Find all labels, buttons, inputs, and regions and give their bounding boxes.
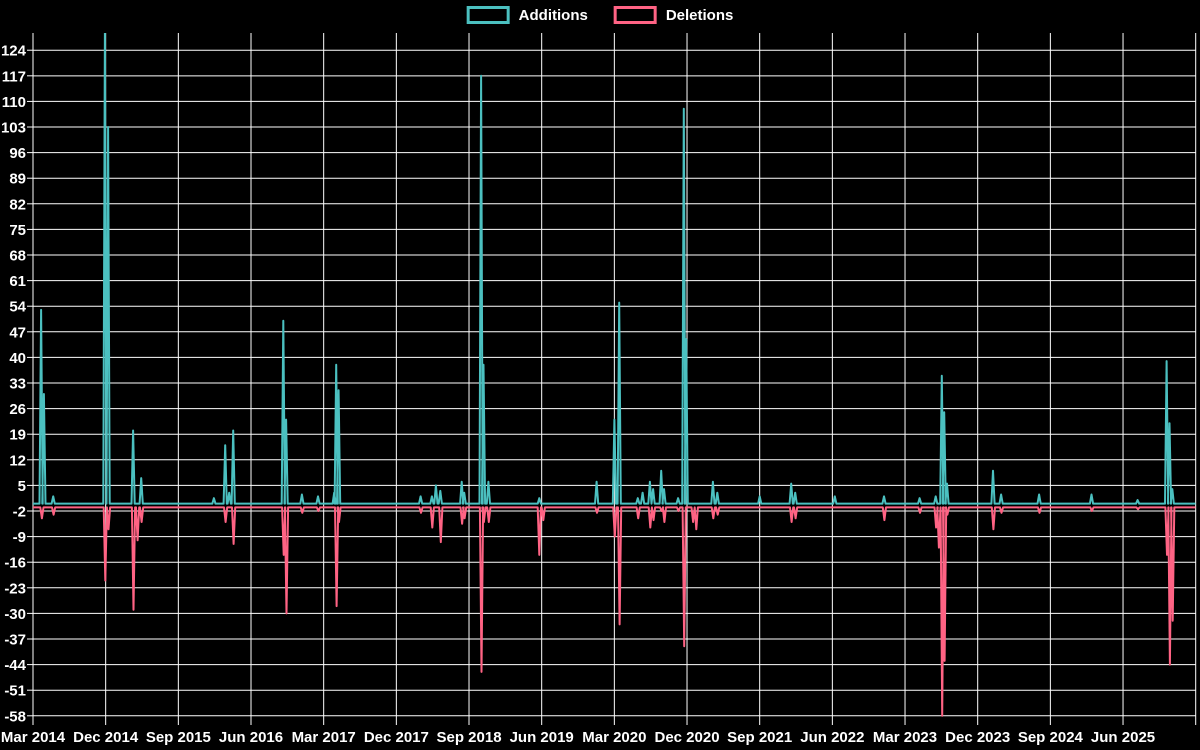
x-axis-tick-label: Sep 2015 [146,729,211,746]
y-axis-tick-label: -51 [4,683,26,700]
x-axis-tick-label: Sep 2018 [436,729,501,746]
y-axis-tick-label: 26 [9,401,26,418]
legend-swatch-additions-icon [466,6,510,24]
x-axis-tick-label: Mar 2020 [582,729,646,746]
x-axis-tick-label: Sep 2024 [1018,729,1084,746]
y-axis-tick-label: 75 [9,222,26,239]
y-axis-tick-label: 33 [9,376,26,393]
x-axis-tick-label: Mar 2014 [1,729,66,746]
x-axis-tick-label: Jun 2025 [1091,729,1155,746]
y-axis-tick-label: -58 [4,708,26,725]
y-axis-tick-label: 82 [9,196,26,213]
x-axis-tick-label: Mar 2017 [292,729,356,746]
y-axis-tick-label: -2 [13,504,26,521]
x-axis-tick-label: Dec 2023 [945,729,1010,746]
y-axis-tick-label: -44 [4,657,26,674]
x-axis-tick-label: Sep 2021 [727,729,792,746]
y-axis-tick-label: -16 [4,555,26,572]
legend-item-deletions[interactable]: Deletions [613,6,734,24]
y-axis-tick-label: 117 [2,68,26,85]
y-axis-tick-label: 96 [9,145,26,162]
x-axis-tick-label: Mar 2023 [873,729,937,746]
y-axis-tick-label: 12 [9,452,26,469]
x-axis-tick-label: Dec 2017 [364,729,429,746]
y-axis-tick-label: 110 [2,94,26,111]
y-axis-tick-label: 103 [1,120,26,137]
y-axis-tick-label: 89 [9,171,26,188]
legend-item-additions[interactable]: Additions [466,6,588,24]
plot-grid [27,33,1197,725]
deletions-line [33,506,1196,717]
x-axis-tick-label: Dec 2014 [73,729,139,746]
additions-line [33,33,1196,505]
y-axis-tick-label: -30 [4,606,26,623]
axis-labels: Mar 2014 Dec 2014 Sep 2015 Jun 2016 Mar 2017… [1,43,1155,746]
chart-legend: Additions Deletions [466,6,734,24]
y-axis-tick-label: 47 [9,324,26,341]
y-axis-tick-label: 40 [9,350,26,367]
y-axis-tick-label: 54 [9,299,26,316]
legend-label-deletions: Deletions [665,6,734,24]
y-axis-tick-label: -9 [13,529,26,546]
x-axis-tick-label: Jun 2022 [800,729,864,746]
y-axis-tick-label: -23 [4,580,26,597]
x-axis-tick-label: Jun 2016 [219,729,283,746]
y-axis-tick-label: 68 [9,248,26,265]
x-axis-tick-label: Dec 2020 [654,729,719,746]
y-axis-tick-label: 5 [18,478,26,495]
legend-label-additions: Additions [518,6,588,24]
y-axis-tick-label: 61 [9,273,26,290]
y-axis-tick-label: -37 [4,631,26,648]
legend-swatch-deletions-icon [613,6,657,24]
y-axis-tick-label: 124 [1,43,27,60]
y-axis-tick-label: 19 [9,427,26,444]
x-axis-tick-label: Jun 2019 [510,729,574,746]
